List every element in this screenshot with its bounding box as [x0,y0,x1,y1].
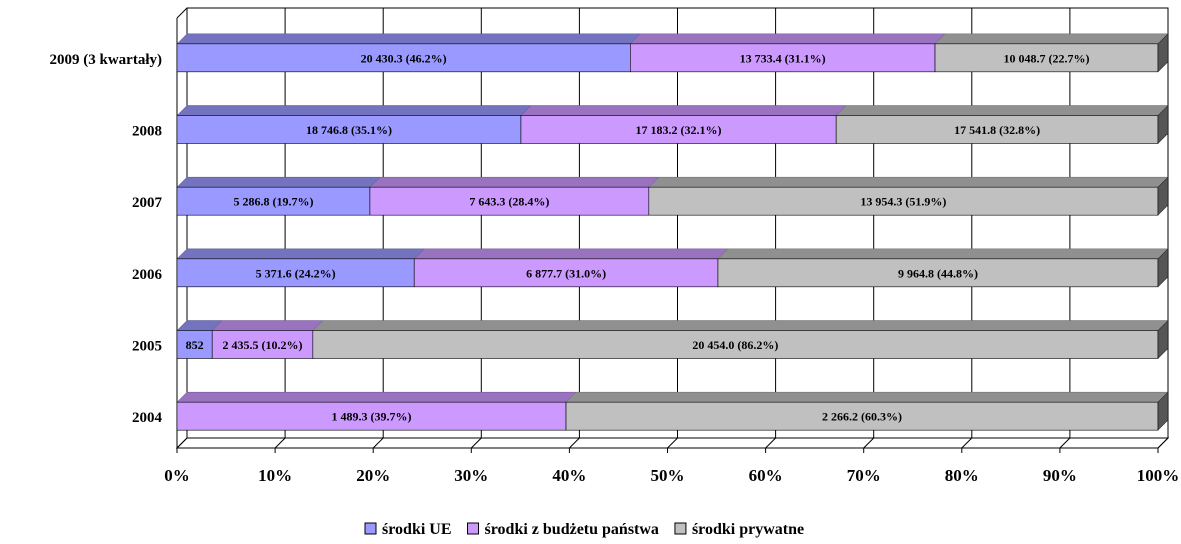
bar-top-face [413,248,729,260]
bar-segment [176,43,631,73]
x-tick-label: 80% [945,466,979,485]
x-tick-label: 90% [1043,466,1077,485]
bar-top-face [211,320,324,331]
bar-segment [176,186,371,216]
data-label: 10 048.7 (22.7%) [1004,51,1090,65]
bar-segment [211,330,314,359]
data-label: 20 430.3 (46.2%) [361,51,447,65]
data-label: 17 183.2 (32.1%) [636,123,722,137]
bar-top-face [176,176,381,188]
bar-end-face [1157,104,1169,145]
data-label: 18 746.8 (35.1%) [306,123,392,137]
data-label: 852 [186,338,204,352]
category-label: 2008 [132,124,162,140]
bar-segment [369,186,650,216]
floor-gridline [863,437,875,449]
data-label: 20 454.0 (86.2%) [692,338,778,352]
bar-top-face [717,248,1169,260]
x-tick-label: 20% [356,466,390,485]
legend-swatch [674,522,687,535]
floor-gridline [667,437,678,449]
bar-end-face [1157,248,1169,288]
category-label: 2009 (3 kwartały) [50,52,163,68]
data-label: 7 643.3 (28.4%) [469,195,549,209]
floor-gridline [765,437,776,449]
bar-segment [630,43,936,73]
data-label: 5 286.8 (19.7%) [233,195,313,209]
floor-gridline [274,437,286,449]
bar-top-face [176,33,641,45]
x-tick-label: 50% [651,466,685,485]
legend: środki UE środki z budżetu państwa środki … [364,521,804,538]
category-labels: 2009 (3 kwartały) 2008 2007 2006 2005 2004 [50,52,163,426]
gridlines [176,8,1169,453]
bar-top-face [520,105,847,116]
floor-gridline [470,437,482,449]
data-label: 2 435.5 (10.2%) [223,338,303,352]
legend-entry: środki UE [382,521,452,538]
x-tick-label: 30% [454,466,488,485]
bar-segment [176,330,213,359]
floor-gridline [1157,437,1169,449]
bar-segment [717,258,1159,288]
legend-swatch [467,522,480,535]
data-label: 5 371.6 (24.2%) [256,266,336,280]
bar-segment [835,115,1159,144]
floor-gridline [961,437,973,449]
bar-segment [413,258,719,288]
bar-segment [520,115,837,144]
floor-gridline [1059,437,1071,449]
side-wall-top [176,7,188,19]
bar-top-face [369,176,660,188]
x-tick-labels: 0% 10% 20% 30% 40% 50% 60% 70% 80% 90% 100% [164,466,1179,485]
category-label: 2004 [132,410,163,426]
bar-segment [648,186,1159,216]
data-label: 13 733.4 (31.1%) [740,51,826,65]
category-label: 2007 [132,195,163,211]
x-tick-label: 0% [164,466,190,485]
data-label: 9 964.8 (44.8%) [898,266,978,280]
data-label: 1 489.3 (39.7%) [332,410,412,424]
data-label: 6 877.7 (31.0%) [526,266,606,280]
x-tick-label: 10% [258,466,292,485]
legend-entry: środki z budżetu państwa [485,521,659,538]
floor-gridline [372,437,384,449]
category-label: 2005 [132,339,162,355]
bar-top-face [934,33,1169,45]
bar-top-face [176,105,532,116]
bar-top-face [835,105,1169,116]
bar-top-face [648,176,1169,188]
data-label: 17 541.8 (32.8%) [954,123,1040,137]
bar-segment [176,401,567,431]
x-tick-label: 60% [749,466,783,485]
x-tick-label: 100% [1137,466,1180,485]
bar-end-face [1157,319,1169,360]
plot-walls [175,7,1170,449]
bar-segment [934,43,1159,73]
bar-top-face [629,33,946,45]
bar-end-face [1157,391,1169,431]
x-tick-label: 70% [847,466,881,485]
floor-gridline [569,437,580,449]
data-label: 2 266.2 (60.3%) [822,410,902,424]
legend-swatch [364,522,377,535]
floor-gridline [176,437,188,449]
category-label: 2006 [132,267,163,283]
bar-top-face [176,248,425,260]
x-tick-label: 40% [552,466,586,485]
legend-entry: środki prywatne [692,521,804,538]
bar-end-face [1157,33,1169,73]
bar-top-face [565,391,1169,403]
bar-segment [176,115,522,144]
data-label: 13 954.3 (51.9%) [860,195,946,209]
bar-top-face [312,320,1169,331]
bars: 20 430.3 (46.2%) 13 733.4 (31.1%) 10 048.7… [176,33,1169,431]
bar-end-face [1157,176,1169,216]
bar-top-face [176,391,577,403]
